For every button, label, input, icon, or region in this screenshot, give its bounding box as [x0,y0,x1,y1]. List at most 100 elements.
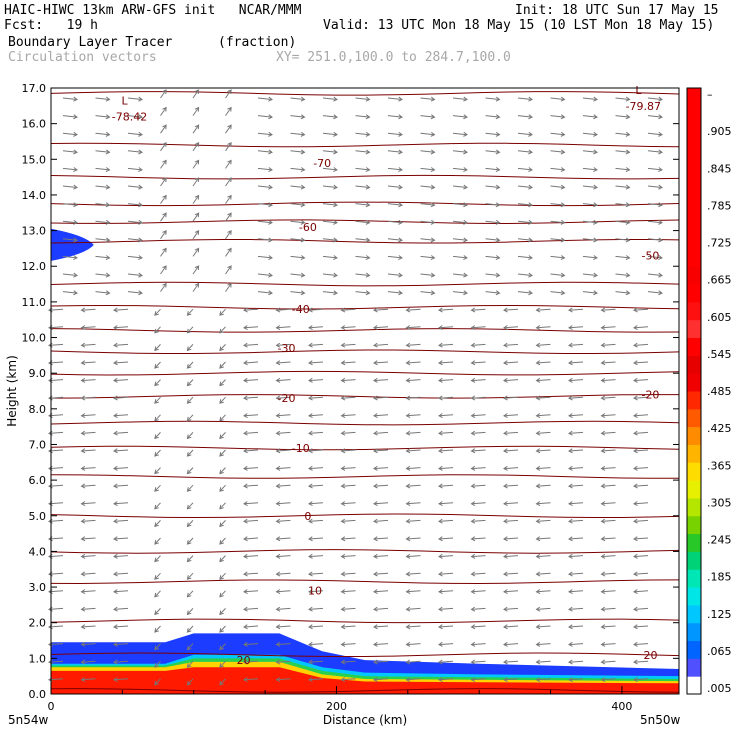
circulation-vector [95,97,110,100]
circulation-vector [471,326,486,329]
circulation-vector [387,238,403,241]
circulation-vector-head [495,131,501,137]
circulation-vector-head [154,399,159,404]
colorbar-swatch [687,587,701,606]
circulation-vector-head [340,571,346,577]
y-tick-label: 10.0 [22,332,47,345]
circulation-vector-head [600,307,606,313]
circulation-vector [154,396,161,404]
circulation-vector [452,150,468,153]
circulation-vector-head [113,501,118,507]
circulation-vector-head [535,677,541,683]
circulation-vector-head [300,255,306,261]
circulation-vector [438,308,454,311]
circulation-vector [113,467,129,470]
circulation-vector [187,590,194,598]
circulation-vector [308,590,324,593]
colorbar-swatch [687,266,701,285]
circulation-vector-head [495,149,501,155]
circulation-vector-head [658,255,663,261]
circulation-vector [550,115,565,118]
circulation-vector [308,502,324,505]
colorbar-swatch [687,391,701,410]
circulation-vector [536,502,551,505]
circulation-vector-head [113,360,118,366]
circulation-vector [187,467,194,474]
circulation-vector [62,132,78,136]
circulation-vector [406,660,421,663]
y-tick-label: 17.0 [22,82,47,95]
circulation-vector-head [503,483,508,489]
circulation-vector-head [398,255,403,261]
circulation-vector [113,643,129,646]
circulation-vector-head [308,448,313,454]
circulation-vector-head [138,219,143,225]
colorbar-swatch [687,462,701,481]
circulation-vector [582,185,598,188]
circulation-vector [95,220,110,224]
circulation-vector [257,132,273,136]
circulation-vector-head [340,307,346,313]
circulation-vector [276,449,291,452]
circulation-vector [243,590,259,593]
circulation-vector-head [373,677,378,683]
circulation-vector-head [600,624,606,630]
circulation-vector-head [470,377,476,383]
circulation-vector [308,449,324,452]
circulation-vector-head [535,659,541,665]
circulation-vector-head [138,237,143,243]
circulation-vector-head [593,96,598,102]
circulation-vector-head [308,307,313,313]
circulation-vector [355,150,370,153]
colorbar-tick-label: .905 [707,125,732,138]
circulation-vector [387,220,403,224]
circulation-vector-head [300,219,306,225]
x-tick-label: 400 [611,700,632,713]
circulation-vector-head [194,142,200,147]
circulation-vector [387,291,403,294]
circulation-vector-head [438,413,443,419]
isotherm-line [50,688,680,693]
circulation-vector-head [162,230,167,235]
circulation-vector-head [275,589,281,595]
circulation-vector [219,432,226,439]
circulation-vector-head [365,290,371,296]
circulation-vector-head [80,624,86,630]
circulation-vector-head [80,483,86,489]
circulation-vector [243,625,259,628]
circulation-vector [550,238,565,241]
circulation-vector [438,484,454,487]
circulation-vector-head [186,328,192,334]
circulation-vector [322,132,338,136]
circulation-vector [243,343,259,346]
circulation-vector [113,502,129,505]
circulation-vector [633,572,649,575]
circulation-vector-head [186,663,192,668]
circulation-vector [517,273,533,276]
circulation-vector-head [219,381,224,387]
circulation-vector-head [80,377,86,383]
contour-label: -70 [313,157,331,170]
circulation-vector-head [405,571,411,577]
isotherm-line [50,652,680,658]
circulation-vector-head [438,571,443,577]
circulation-vector [341,396,356,399]
circulation-vector-head [275,377,281,383]
isotherm-line [50,549,680,554]
circulation-vector-head [227,89,232,95]
circulation-vector [308,431,324,434]
circulation-vector-head [105,237,111,243]
circulation-vector-head [80,342,86,348]
circulation-vector-head [308,553,313,559]
circulation-vector-head [600,659,606,665]
circulation-vector-head [560,255,566,261]
circulation-vector-head [560,114,566,120]
circulation-vector-head [430,114,436,120]
circulation-vector-head [308,571,313,577]
circulation-vector-head [568,518,573,524]
circulation-vector [225,248,232,257]
circulation-vector-head [219,399,224,404]
circulation-vector-head [333,114,338,120]
circulation-vector [81,502,96,505]
circulation-vector [154,537,161,545]
